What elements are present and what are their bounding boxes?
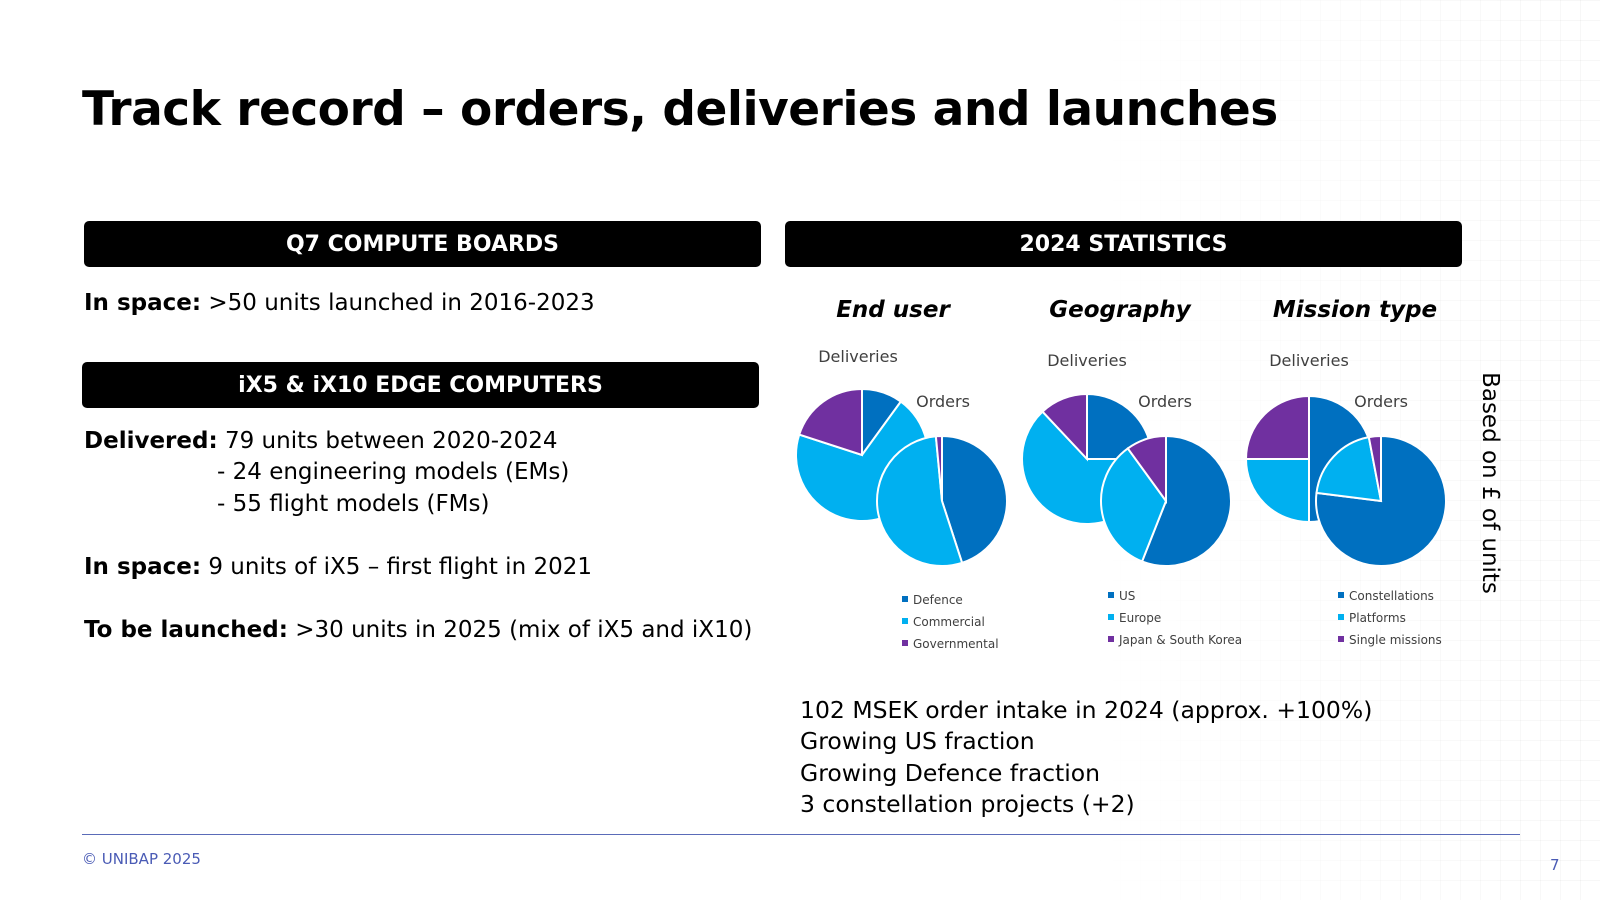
end-user-orders-label: Orders — [916, 392, 970, 411]
pie-chart-end-user: End user Deliveries Orders Defence Commercia… — [795, 297, 1008, 651]
geography-legend-label-japan-south-korea: Japan & South Korea — [1118, 633, 1242, 647]
mission-type-orders-slice-platforms — [1315, 435, 1383, 503]
mission-type-legend-label-single-missions: Single missions — [1349, 633, 1442, 647]
based-on-note: Based on £ of units — [1477, 372, 1503, 594]
mission-type-deliveries-slice-single-missions — [1244, 394, 1310, 460]
end-user-orders-slice-governmental — [934, 434, 943, 502]
delivered-label: Delivered: — [84, 428, 218, 454]
delivered-sub-em: - 24 engineering models (EMs) — [217, 459, 570, 485]
q7-in-space-label: In space: — [84, 290, 202, 316]
stats-banner: 2024 STATISTICS — [785, 221, 1462, 267]
mission-type-orders-slice-single-missions — [1367, 434, 1382, 502]
ix-banner: iX5 & iX10 EDGE COMPUTERS — [82, 362, 759, 408]
end-user-legend-swatch-defence — [902, 596, 908, 602]
summary-line-4: 3 constellation projects (+2) — [800, 790, 1135, 818]
q7-in-space-line: In space: >50 units launched in 2016-202… — [84, 290, 595, 316]
end-user-legend-label-governmental: Governmental — [913, 637, 999, 651]
ix-banner-label: iX5 & iX10 EDGE COMPUTERS — [238, 372, 603, 398]
stats-banner-label: 2024 STATISTICS — [1019, 231, 1228, 257]
footer-rule — [82, 834, 1520, 835]
pie-chart-geography: Geography Deliveries Orders US Europe Japan &… — [1021, 297, 1242, 647]
mission-type-legend-swatch-platforms — [1338, 614, 1344, 620]
mission-type-chart-title: Mission type — [1273, 297, 1437, 323]
pie-chart-mission-type: Mission type Deliveries Orders Constellatio… — [1244, 297, 1447, 647]
launch-text: >30 units in 2025 (mix of iX5 and iX10) — [287, 617, 753, 643]
geography-legend-label-us: US — [1119, 589, 1135, 603]
geography-legend-label-europe: Europe — [1119, 611, 1161, 625]
q7-banner: Q7 COMPUTE BOARDS — [84, 221, 761, 267]
q7-in-space-text: >50 units launched in 2016-2023 — [201, 290, 595, 316]
mission-type-legend-label-constellations: Constellations — [1349, 589, 1434, 603]
geography-orders-slice-us — [1140, 434, 1232, 567]
delivered-line: Delivered: 79 units between 2020-2024 — [84, 428, 558, 454]
page-title: Track record – orders, deliveries and la… — [82, 82, 1278, 137]
copyright: © UNIBAP 2025 — [82, 850, 201, 868]
geography-orders-label: Orders — [1138, 392, 1192, 411]
mission-type-deliveries-slice-platforms — [1244, 458, 1310, 524]
summary-line-1: 102 MSEK order intake in 2024 (approx. +… — [800, 696, 1373, 724]
mission-type-orders-label: Orders — [1354, 392, 1408, 411]
geography-orders-slice-japan-south-korea — [1126, 434, 1167, 505]
delivered-text: 79 units between 2020-2024 — [217, 428, 558, 454]
geography-chart-title: Geography — [1049, 297, 1191, 323]
mission-type-legend-swatch-single-missions — [1338, 636, 1344, 642]
mission-type-legend-label-platforms: Platforms — [1349, 611, 1406, 625]
end-user-legend-swatch-governmental — [902, 640, 908, 646]
end-user-orders-slice-commercial — [876, 435, 964, 567]
page-number: 7 — [1550, 856, 1560, 874]
geography-legend-swatch-europe — [1108, 614, 1114, 620]
end-user-orders-slice-defence — [941, 434, 1008, 565]
ix-in-space-line: In space: 9 units of iX5 – first flight … — [84, 554, 592, 580]
end-user-deliveries-label: Deliveries — [818, 347, 898, 366]
summary-line-2: Growing US fraction — [800, 727, 1035, 755]
launch-line: To be launched: >30 units in 2025 (mix o… — [84, 617, 752, 643]
geography-deliveries-slice-japan-south-korea — [1041, 392, 1088, 462]
ix-in-space-text: 9 units of iX5 – first flight in 2021 — [201, 554, 592, 580]
ix-in-space-label: In space: — [84, 554, 202, 580]
q7-banner-label: Q7 COMPUTE BOARDS — [285, 231, 560, 257]
end-user-legend-label-commercial: Commercial — [913, 615, 985, 629]
launch-label: To be launched: — [84, 617, 288, 643]
end-user-deliveries-slice-governmental — [797, 387, 863, 457]
geography-legend-swatch-us — [1108, 592, 1114, 598]
end-user-legend-swatch-commercial — [902, 618, 908, 624]
geography-deliveries-label: Deliveries — [1047, 351, 1127, 370]
end-user-chart-title: End user — [836, 297, 951, 323]
end-user-legend-label-defence: Defence — [913, 593, 963, 607]
mission-type-deliveries-label: Deliveries — [1269, 351, 1349, 370]
mission-type-orders-slice-constellations — [1315, 434, 1447, 567]
geography-legend-swatch-japan-south-korea — [1108, 636, 1114, 642]
mission-type-legend-swatch-constellations — [1338, 592, 1344, 598]
geography-orders-slice-europe — [1100, 447, 1168, 563]
delivered-sub-fm: - 55 flight models (FMs) — [217, 491, 490, 517]
summary-line-3: Growing Defence fraction — [800, 759, 1101, 787]
